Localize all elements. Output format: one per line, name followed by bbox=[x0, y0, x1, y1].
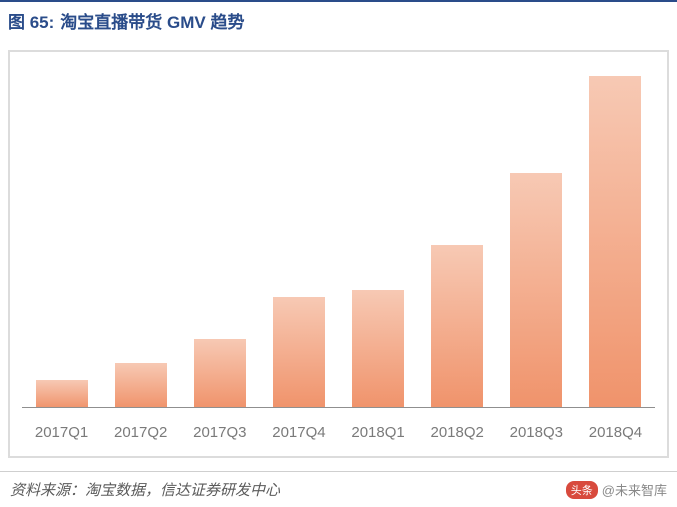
plot-area bbox=[22, 62, 655, 408]
bar bbox=[273, 297, 325, 408]
x-axis-label: 2018Q4 bbox=[576, 424, 655, 441]
watermark-text: @未来智库 bbox=[602, 480, 667, 499]
source-text: 资料来源：淘宝数据，信达证券研发中心 bbox=[10, 479, 280, 500]
bar bbox=[194, 339, 246, 408]
bar bbox=[115, 363, 167, 408]
x-axis-labels: 2017Q12017Q22017Q32017Q42018Q12018Q22018… bbox=[22, 418, 655, 446]
bars-container bbox=[22, 62, 655, 408]
x-axis-label: 2017Q2 bbox=[101, 424, 180, 441]
watermark-badge: 头条 bbox=[566, 481, 598, 499]
watermark: 头条 @未来智库 bbox=[566, 480, 667, 499]
x-axis-line bbox=[22, 407, 655, 408]
figure-footer: 资料来源：淘宝数据，信达证券研发中心 头条 @未来智库 bbox=[0, 471, 677, 507]
figure-header: 图 65: 淘宝直播带货 GMV 趋势 bbox=[0, 0, 677, 38]
bar bbox=[589, 76, 641, 408]
bar bbox=[431, 245, 483, 408]
x-axis-label: 2017Q3 bbox=[180, 424, 259, 441]
bar bbox=[510, 173, 562, 408]
bar bbox=[36, 380, 88, 408]
x-axis-label: 2018Q1 bbox=[339, 424, 418, 441]
bar-chart: 2017Q12017Q22017Q32017Q42018Q12018Q22018… bbox=[8, 50, 669, 458]
x-axis-label: 2018Q2 bbox=[418, 424, 497, 441]
x-axis-label: 2018Q3 bbox=[497, 424, 576, 441]
figure-number: 图 65: bbox=[8, 8, 54, 33]
x-axis-label: 2017Q4 bbox=[259, 424, 338, 441]
bar bbox=[352, 290, 404, 408]
x-axis-label: 2017Q1 bbox=[22, 424, 101, 441]
figure-title: 淘宝直播带货 GMV 趋势 bbox=[60, 8, 244, 33]
